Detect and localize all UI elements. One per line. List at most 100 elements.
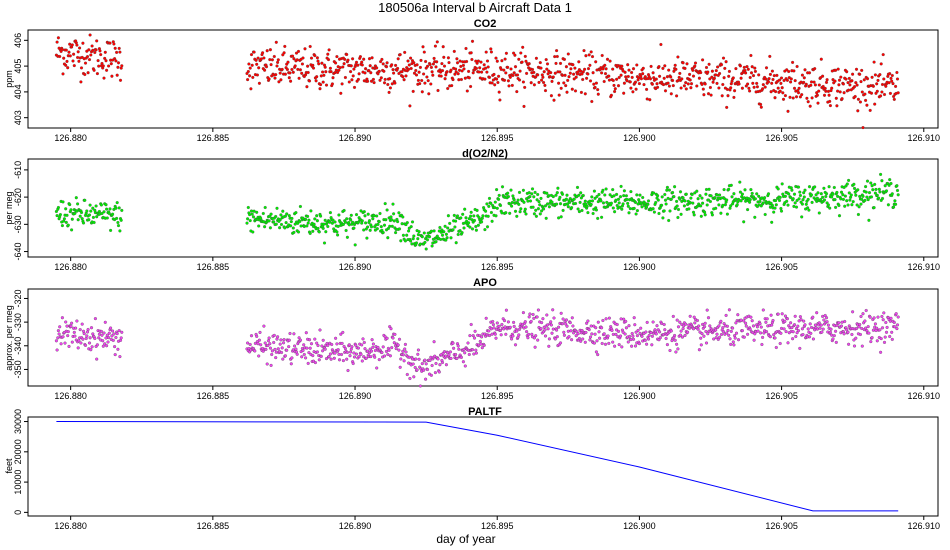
data-point: [490, 332, 494, 336]
data-point: [721, 56, 726, 60]
data-point: [779, 209, 784, 213]
data-point: [888, 91, 892, 95]
data-point: [119, 336, 123, 340]
data-point: [703, 82, 707, 86]
data-point: [780, 312, 784, 316]
data-point: [684, 192, 688, 196]
data-point: [476, 223, 480, 227]
data-point: [833, 79, 837, 83]
data-point: [791, 330, 795, 334]
data-point: [555, 49, 559, 53]
x-tick-label-apo: 126.895: [481, 391, 514, 401]
data-point: [255, 73, 259, 77]
data-point: [387, 348, 391, 352]
data-point: [492, 72, 496, 76]
data-point: [627, 68, 631, 72]
y-tick-label-o2n2: -630: [13, 215, 23, 233]
data-point: [678, 190, 683, 194]
series-points-apo: [54, 308, 900, 388]
data-point: [696, 327, 700, 331]
data-point: [286, 60, 290, 64]
data-point: [832, 185, 836, 190]
data-point: [585, 204, 589, 208]
data-point: [311, 63, 315, 67]
x-tick-label-o2n2: 126.885: [197, 262, 230, 272]
data-point: [385, 61, 389, 65]
data-point: [704, 65, 709, 70]
data-point: [605, 200, 609, 204]
data-point: [809, 80, 814, 84]
data-point: [518, 69, 522, 73]
data-point: [727, 69, 731, 73]
data-point: [400, 222, 404, 226]
data-point: [470, 227, 475, 231]
data-point: [327, 48, 331, 52]
data-point: [705, 203, 709, 207]
data-point: [634, 330, 638, 334]
data-point: [515, 90, 519, 94]
data-point: [706, 316, 711, 320]
data-point: [410, 220, 415, 224]
data-point: [705, 308, 709, 312]
data-point: [746, 67, 750, 71]
data-point: [553, 337, 557, 341]
data-point: [697, 348, 701, 352]
data-point: [360, 219, 364, 223]
data-point: [95, 357, 99, 361]
data-point: [398, 365, 402, 369]
data-point: [363, 214, 367, 218]
data-point: [339, 91, 343, 95]
data-point: [824, 89, 828, 93]
data-point: [806, 100, 810, 104]
data-point: [684, 322, 688, 326]
data-point: [604, 317, 608, 321]
data-point: [620, 64, 624, 68]
data-point: [388, 224, 392, 228]
data-point: [755, 81, 759, 85]
data-point: [314, 79, 318, 83]
data-point: [504, 71, 508, 75]
data-point: [85, 330, 90, 334]
data-point: [107, 211, 111, 216]
data-point: [519, 207, 523, 211]
data-point: [404, 74, 408, 78]
data-point: [68, 42, 72, 46]
data-point: [497, 74, 501, 78]
data-point: [499, 67, 503, 71]
data-point: [376, 222, 380, 226]
data-point: [777, 198, 782, 203]
data-point: [783, 94, 787, 98]
data-point: [691, 201, 695, 205]
data-point: [555, 335, 559, 339]
data-point: [757, 194, 761, 198]
data-point: [867, 218, 871, 222]
data-point: [873, 191, 877, 195]
data-point: [603, 72, 608, 76]
x-tick-label-paltf: 126.885: [197, 521, 230, 531]
data-point: [542, 70, 546, 74]
data-point: [401, 349, 405, 353]
data-point: [803, 323, 807, 327]
data-point: [287, 214, 291, 218]
data-point: [646, 202, 650, 206]
data-point: [429, 65, 433, 69]
data-point: [861, 126, 865, 130]
data-point: [263, 341, 267, 345]
y-tick-label-apo: -330: [13, 313, 23, 331]
data-point: [800, 215, 804, 219]
data-point: [435, 60, 439, 64]
data-point: [114, 335, 118, 340]
data-point: [782, 78, 786, 83]
data-point: [370, 338, 374, 342]
data-point: [328, 220, 332, 224]
data-point: [96, 59, 100, 63]
data-point: [894, 202, 898, 206]
data-point: [62, 56, 66, 60]
data-point: [796, 324, 800, 328]
data-point: [296, 221, 300, 225]
data-point: [532, 83, 536, 87]
data-point: [352, 85, 357, 89]
data-point: [868, 108, 872, 112]
data-point: [107, 331, 111, 335]
data-point: [294, 211, 298, 215]
